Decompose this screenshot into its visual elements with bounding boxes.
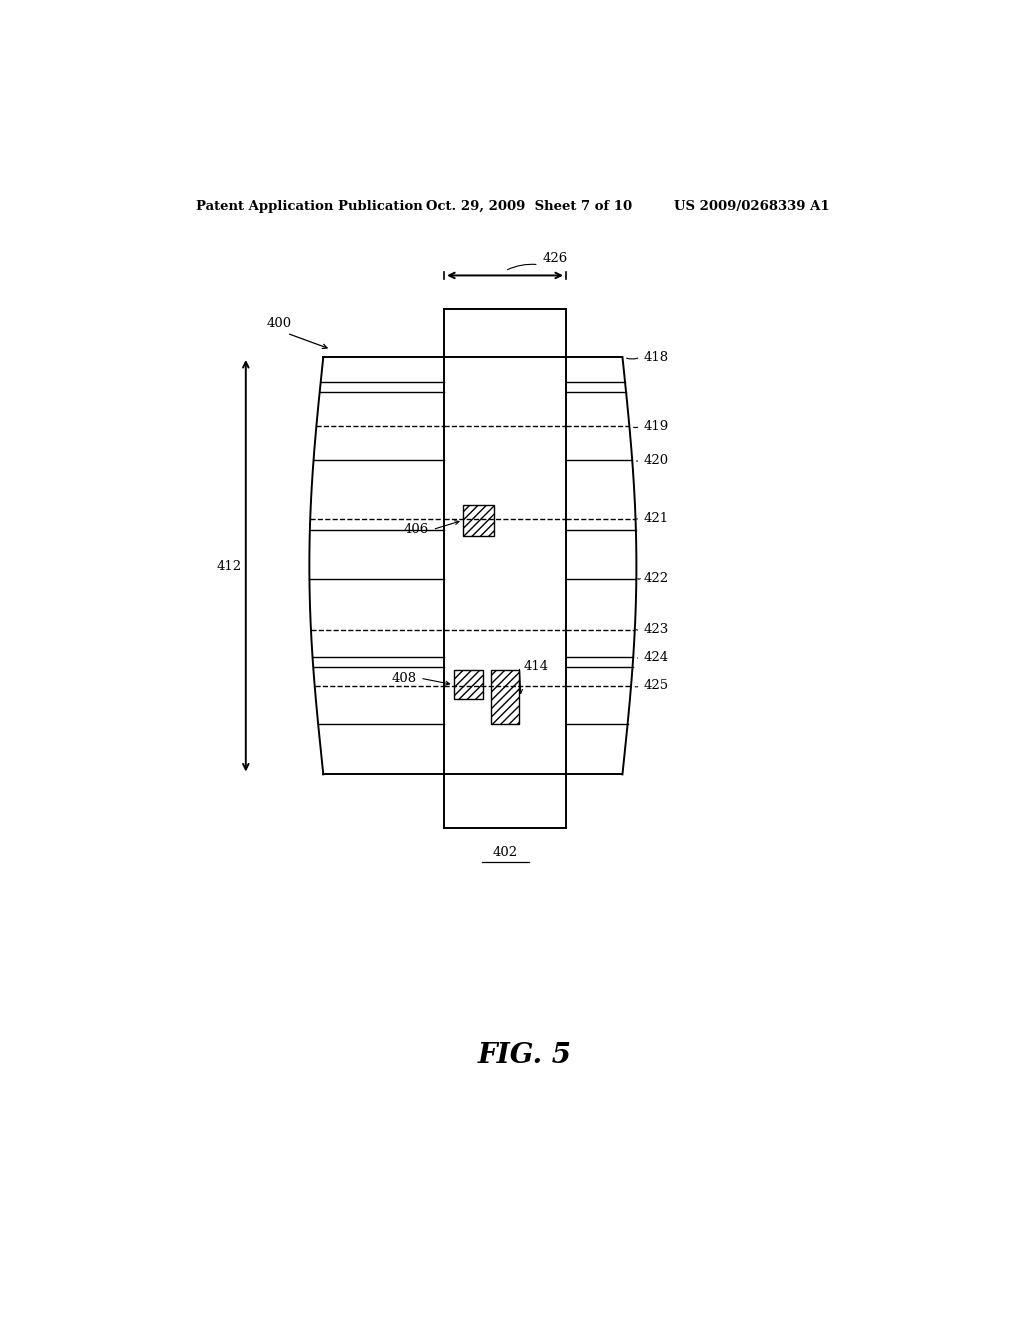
Text: 422: 422 — [643, 573, 669, 585]
Text: 424: 424 — [643, 651, 669, 664]
Text: 425: 425 — [643, 680, 669, 693]
Bar — [454, 671, 483, 700]
Text: 426: 426 — [543, 252, 568, 265]
Text: US 2009/0268339 A1: US 2009/0268339 A1 — [675, 199, 830, 213]
Text: Patent Application Publication: Patent Application Publication — [197, 199, 423, 213]
Text: 421: 421 — [643, 512, 669, 525]
Text: 412: 412 — [216, 560, 242, 573]
Text: 414: 414 — [523, 660, 549, 673]
Text: FIG. 5: FIG. 5 — [478, 1041, 571, 1069]
Text: 402: 402 — [493, 846, 518, 859]
Text: 408: 408 — [391, 672, 417, 685]
Bar — [490, 671, 519, 725]
Text: 406: 406 — [403, 523, 429, 536]
Text: 423: 423 — [643, 623, 669, 636]
Text: 400: 400 — [266, 317, 292, 330]
Text: 418: 418 — [643, 351, 669, 363]
Text: Oct. 29, 2009  Sheet 7 of 10: Oct. 29, 2009 Sheet 7 of 10 — [426, 199, 633, 213]
Text: 420: 420 — [643, 454, 669, 467]
Bar — [463, 506, 494, 536]
Text: 419: 419 — [643, 420, 669, 433]
